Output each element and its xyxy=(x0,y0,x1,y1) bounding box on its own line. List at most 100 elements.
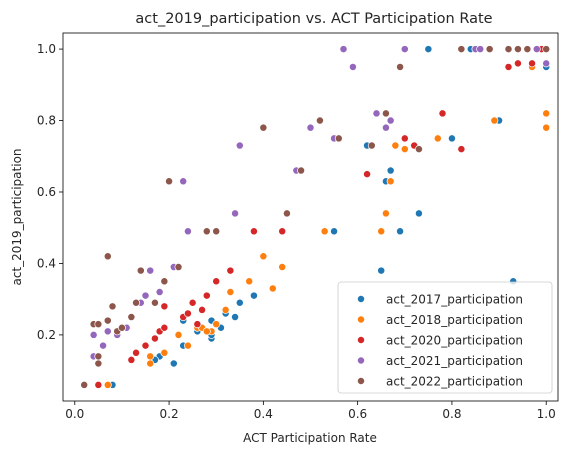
x-axis: 0.0 0.2 0.4 0.6 0.8 1.0 xyxy=(65,401,556,421)
data-point xyxy=(136,266,145,275)
data-point xyxy=(278,263,287,271)
data-point xyxy=(165,177,174,186)
data-point xyxy=(221,305,230,314)
points-layer xyxy=(80,45,551,389)
legend-item: act_2017_participation xyxy=(357,293,523,307)
chart-title: act_2019_participation vs. ACT Participa… xyxy=(135,11,492,27)
series-act_2018_participation xyxy=(103,45,551,389)
legend-label: act_2021_participation xyxy=(386,354,523,368)
legend-marker xyxy=(357,377,365,385)
data-point xyxy=(363,170,372,179)
legend-label: act_2020_participation xyxy=(386,334,523,348)
data-point xyxy=(320,227,329,236)
data-point xyxy=(169,359,178,368)
data-point xyxy=(504,45,513,54)
series-act_2022_participation xyxy=(80,45,551,389)
data-point xyxy=(414,209,423,218)
legend: act_2017_participation act_2018_participa… xyxy=(337,281,553,394)
data-point xyxy=(127,355,136,364)
data-point xyxy=(476,45,485,54)
data-point xyxy=(146,352,155,361)
data-point xyxy=(381,209,390,218)
data-point xyxy=(231,313,240,321)
data-point xyxy=(386,116,395,125)
data-point xyxy=(99,341,108,350)
legend-label: act_2018_participation xyxy=(386,313,523,327)
legend-item: act_2021_participation xyxy=(357,354,523,368)
data-point xyxy=(132,348,141,357)
data-point xyxy=(424,45,433,54)
data-point xyxy=(306,123,315,132)
data-point xyxy=(334,134,343,143)
data-point xyxy=(202,291,211,300)
data-point xyxy=(381,123,390,132)
data-point xyxy=(103,327,112,336)
plot-area xyxy=(62,32,559,402)
x-tick-label: 0.8 xyxy=(442,407,461,421)
data-point xyxy=(117,323,126,332)
y-tick-label: 1.0 xyxy=(37,42,56,56)
legend-item: act_2020_participation xyxy=(357,334,523,348)
data-point xyxy=(183,309,192,318)
data-point xyxy=(504,62,513,71)
data-point xyxy=(400,45,409,54)
plot-frame xyxy=(62,32,559,402)
data-point xyxy=(523,45,532,54)
data-point xyxy=(212,320,221,329)
data-point xyxy=(193,320,202,329)
data-point xyxy=(202,327,211,336)
data-point xyxy=(150,298,159,307)
data-point xyxy=(372,109,381,118)
data-point xyxy=(315,116,324,125)
data-point xyxy=(174,330,183,339)
data-point xyxy=(528,59,537,68)
data-point xyxy=(174,263,183,271)
data-point xyxy=(226,266,235,275)
data-point xyxy=(414,145,423,154)
legend-label: act_2017_participation xyxy=(386,293,523,307)
data-point xyxy=(146,359,155,368)
data-point xyxy=(212,277,221,286)
data-point xyxy=(381,109,390,118)
data-point xyxy=(542,109,551,118)
series-act_2020_participation xyxy=(94,45,546,389)
legend-marker xyxy=(357,356,365,365)
data-point xyxy=(438,109,447,118)
data-point xyxy=(231,209,240,218)
data-point xyxy=(94,320,103,329)
legend-items: act_2017_participation act_2018_participa… xyxy=(357,293,523,389)
data-point xyxy=(396,227,405,236)
y-tick-label: 0.4 xyxy=(37,256,56,270)
data-point xyxy=(249,227,258,236)
data-point xyxy=(183,341,192,350)
x-tick-label: 0.0 xyxy=(65,407,84,421)
legend-marker xyxy=(357,315,365,324)
data-point xyxy=(330,227,339,236)
data-point xyxy=(202,227,211,236)
y-tick-label: 0.2 xyxy=(37,328,56,342)
data-point xyxy=(103,316,112,325)
data-point xyxy=(532,45,541,54)
data-point xyxy=(188,298,197,307)
data-point xyxy=(103,252,112,261)
y-axis-label: act_2019_participation xyxy=(10,148,24,285)
data-point xyxy=(457,145,466,154)
data-point xyxy=(235,298,244,307)
data-point xyxy=(212,227,221,236)
data-point xyxy=(259,123,268,132)
data-point xyxy=(447,134,456,143)
data-point xyxy=(278,227,287,236)
data-point xyxy=(141,291,150,300)
legend-marker xyxy=(357,336,365,344)
data-point xyxy=(155,288,164,296)
data-point xyxy=(485,45,494,54)
x-tick-label: 0.6 xyxy=(348,407,367,421)
data-point xyxy=(245,277,254,286)
data-point xyxy=(391,141,400,150)
data-point xyxy=(198,305,207,314)
x-axis-label: ACT Participation Rate xyxy=(243,431,377,445)
legend-marker xyxy=(357,295,365,303)
data-point xyxy=(400,134,409,143)
data-point xyxy=(94,359,103,368)
data-point xyxy=(94,380,103,389)
